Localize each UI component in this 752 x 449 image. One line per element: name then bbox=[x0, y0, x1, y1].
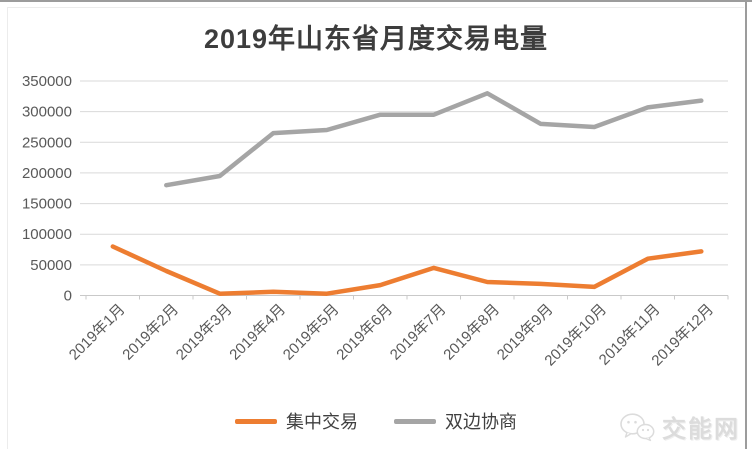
y-axis-label: 200000 bbox=[22, 165, 72, 182]
x-axis-label: 2019年7月 bbox=[387, 301, 450, 364]
x-axis-label: 2019年4月 bbox=[226, 301, 289, 364]
x-axis-label: 2019年1月 bbox=[66, 301, 129, 364]
legend-label-centralized-trading: 集中交易 bbox=[286, 412, 358, 432]
legend-swatch-centralized-trading bbox=[235, 418, 277, 424]
legend-item-centralized-trading: 集中交易 bbox=[235, 408, 358, 434]
x-axis-label: 2019年3月 bbox=[173, 301, 236, 364]
x-axis-label: 2019年2月 bbox=[119, 301, 182, 364]
y-axis-label: 50000 bbox=[30, 257, 72, 274]
y-axis-label: 350000 bbox=[22, 73, 72, 90]
wechat-icon bbox=[620, 412, 655, 441]
y-axis-label: 150000 bbox=[22, 196, 72, 213]
series-bilateral-negotiation bbox=[164, 91, 704, 188]
y-axis-label: 300000 bbox=[22, 104, 72, 121]
watermark: 交能网 bbox=[619, 409, 740, 444]
right-edge-line bbox=[745, 0, 747, 449]
top-edge-line bbox=[0, 0, 752, 2]
x-axis-label: 2019年5月 bbox=[280, 301, 343, 364]
series-centralized-trading bbox=[110, 244, 704, 296]
x-axis-label: 2019年8月 bbox=[440, 301, 503, 364]
y-axis-label: 0 bbox=[64, 288, 72, 305]
legend: 集中交易 双边协商 bbox=[0, 408, 752, 434]
legend-label-bilateral-negotiation: 双边协商 bbox=[445, 412, 517, 432]
legend-item-bilateral-negotiation: 双边协商 bbox=[394, 408, 517, 434]
legend-swatch-bilateral-negotiation bbox=[394, 418, 436, 424]
watermark-text: 交能网 bbox=[662, 416, 740, 443]
y-axis-label: 250000 bbox=[22, 134, 72, 151]
y-axis-label: 100000 bbox=[22, 226, 72, 243]
chart-title: 2019年山东省月度交易电量 bbox=[203, 24, 549, 54]
x-axis-label: 2019年6月 bbox=[333, 301, 396, 364]
